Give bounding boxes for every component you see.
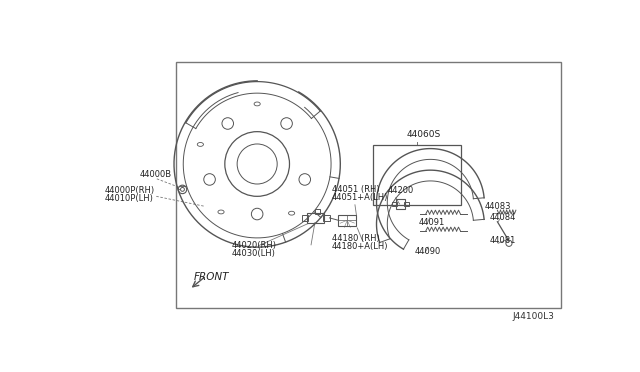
Text: 44180+A(LH): 44180+A(LH)	[332, 242, 388, 251]
Text: 44020(RH): 44020(RH)	[232, 241, 276, 250]
Text: 44200: 44200	[388, 186, 414, 195]
Text: FRONT: FRONT	[193, 272, 228, 282]
Bar	[307, 213, 324, 222]
Bar	[175, 62, 561, 308]
Bar	[372, 145, 461, 205]
Text: 44010P(LH): 44010P(LH)	[105, 194, 154, 203]
Text: 44091: 44091	[419, 218, 445, 227]
Text: 44090: 44090	[414, 247, 440, 256]
Text: 44180 (RH): 44180 (RH)	[332, 234, 380, 243]
Text: 44030(LH): 44030(LH)	[232, 248, 276, 258]
Text: 44051+A(LH): 44051+A(LH)	[332, 193, 388, 202]
Bar	[338, 215, 356, 225]
Text: 44084: 44084	[490, 213, 516, 222]
Bar	[404, 202, 409, 206]
Bar	[323, 215, 330, 221]
Text: 44060S: 44060S	[406, 130, 441, 139]
Bar	[302, 215, 308, 221]
Text: J44100L3: J44100L3	[513, 312, 555, 321]
Text: 44083: 44083	[485, 202, 511, 211]
Bar	[392, 202, 397, 206]
Text: 44000P(RH): 44000P(RH)	[105, 186, 155, 195]
Bar	[315, 209, 319, 214]
Text: 44051 (RH): 44051 (RH)	[332, 186, 380, 195]
Bar	[396, 199, 405, 209]
Text: 44000B: 44000B	[140, 170, 172, 179]
Text: 44081: 44081	[490, 236, 516, 245]
